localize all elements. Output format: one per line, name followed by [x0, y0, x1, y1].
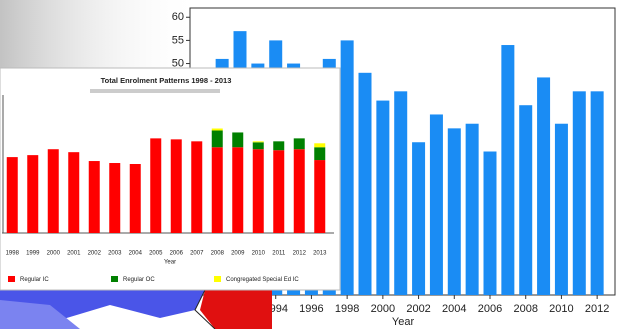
legend-label: Regular OC	[123, 277, 155, 283]
haze	[0, 0, 200, 68]
bar-segment	[314, 160, 326, 233]
x-tick-label: 2000	[47, 251, 61, 257]
chart-title: Total Enrolment Patterns 1998 - 2013	[101, 76, 232, 85]
bar-segment	[150, 138, 162, 233]
bar	[412, 142, 426, 295]
bar-segment	[109, 163, 121, 233]
x-tick-label: 2011	[272, 251, 286, 257]
bar-segment	[129, 164, 141, 233]
x-tick-label: 2003	[108, 251, 122, 257]
bar-segment	[252, 149, 264, 233]
legend-label: Regular IC	[20, 277, 49, 283]
legend-swatch	[8, 276, 15, 282]
bar	[483, 151, 497, 295]
bar-segment	[191, 141, 203, 233]
map-border	[194, 289, 216, 329]
bar-segment	[170, 139, 182, 233]
y-tick-label: 50	[172, 57, 184, 69]
map-region	[0, 300, 80, 329]
bar-segment	[47, 149, 59, 233]
x-tick-label: 2012	[293, 251, 307, 257]
bar-segment	[68, 152, 80, 233]
x-tick-label: 2007	[190, 251, 204, 257]
bar	[519, 105, 533, 295]
x-tick-label: 2006	[170, 251, 184, 257]
x-tick-label: 2010	[252, 251, 266, 257]
bar	[465, 123, 479, 296]
bar-segment	[211, 130, 223, 148]
x-tick-label: 2008	[211, 251, 225, 257]
bar-segment	[27, 155, 39, 233]
bar-segment	[293, 138, 305, 150]
x-tick-label: 2010	[549, 303, 573, 315]
bar	[429, 114, 443, 295]
x-tick-label: 1998	[6, 251, 20, 257]
x-tick-label: 2005	[149, 251, 163, 257]
x-tick-label: 1996	[299, 303, 323, 315]
x-tick-label: 1998	[335, 303, 359, 315]
blurred-subtitle	[90, 89, 220, 93]
bar	[501, 45, 515, 295]
bar	[340, 40, 354, 295]
x-axis-label: Year	[164, 260, 176, 266]
y-tick-label: 55	[172, 34, 184, 46]
bar-segment	[88, 161, 100, 233]
x-tick-label: 2002	[406, 303, 430, 315]
legend-swatch	[214, 276, 221, 282]
x-tick-label: 2008	[513, 303, 537, 315]
bar-segment	[293, 149, 305, 233]
x-tick-label: 2001	[67, 251, 81, 257]
y-tick-label: 60	[172, 11, 184, 23]
x-tick-label: 2012	[585, 303, 609, 315]
map-region	[200, 290, 272, 329]
bar	[572, 91, 586, 296]
bar-segment	[232, 132, 244, 148]
bar-segment	[314, 143, 326, 148]
x-tick-label: 2006	[478, 303, 502, 315]
bar-segment	[273, 150, 285, 233]
x-axis-label: Year	[392, 316, 415, 328]
bar	[554, 123, 568, 296]
x-tick-label: 2004	[129, 251, 143, 257]
x-tick-label: 2009	[231, 251, 245, 257]
bar-segment	[252, 142, 264, 150]
bar	[376, 100, 390, 295]
bar-segment	[232, 147, 244, 233]
x-tick-label: 1999	[26, 251, 40, 257]
bar	[447, 128, 461, 295]
bar	[590, 91, 604, 296]
bar-segment	[6, 157, 18, 233]
legend-label: Congregated Special Ed IC	[226, 277, 299, 283]
bar-segment	[211, 147, 223, 233]
bar-segment	[273, 141, 285, 151]
bar	[394, 91, 408, 296]
x-tick-label: 2013	[313, 251, 327, 257]
bar-segment	[252, 141, 264, 143]
legend-swatch	[111, 276, 118, 282]
bar	[537, 77, 551, 295]
x-tick-label: 2004	[442, 303, 466, 315]
bar-segment	[211, 128, 223, 131]
x-tick-label: 2002	[88, 251, 102, 257]
x-tick-label: 2000	[371, 303, 395, 315]
bar	[358, 72, 372, 295]
bar-segment	[314, 147, 326, 161]
